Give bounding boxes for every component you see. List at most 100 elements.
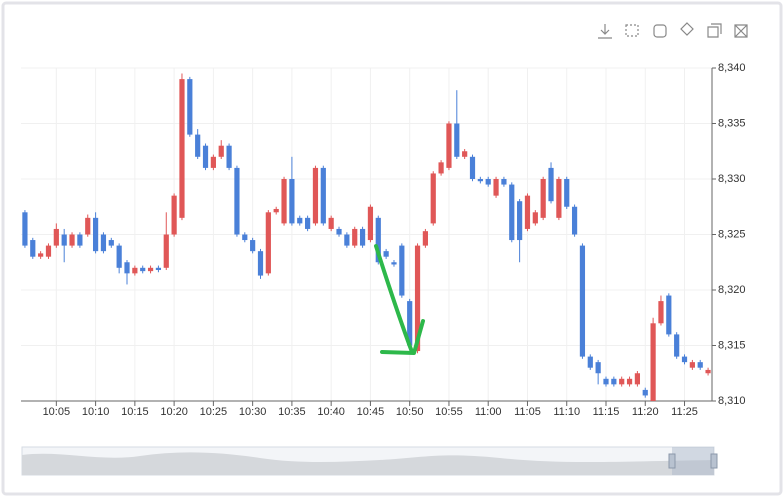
x-tick-label: 10:20 — [160, 406, 188, 418]
candle-body — [242, 234, 248, 241]
candle-body — [234, 167, 240, 235]
candle-body — [289, 179, 295, 224]
candle-body — [705, 369, 711, 374]
candle-body — [155, 267, 162, 271]
zoom-icon[interactable] — [625, 24, 639, 37]
candle-body — [619, 378, 625, 385]
x-tick-label: 11:20 — [632, 406, 659, 418]
candle-body — [462, 151, 468, 157]
x-tick-label: 10:35 — [278, 406, 306, 418]
slider-handle[interactable] — [668, 453, 676, 469]
candle-body — [38, 253, 44, 257]
view-icon[interactable] — [707, 23, 722, 38]
candle-body — [477, 179, 483, 182]
candle-body — [195, 134, 201, 157]
candle-body — [501, 179, 507, 185]
candle-body — [124, 262, 130, 274]
candle-body — [320, 167, 326, 224]
candle-body — [226, 145, 232, 168]
candle-body — [359, 228, 366, 246]
candle-body — [108, 240, 114, 246]
slider-handle[interactable] — [710, 453, 718, 469]
x-tick-label: 10:25 — [200, 406, 228, 418]
candle-body — [556, 179, 562, 218]
download-icon[interactable] — [598, 24, 612, 39]
candle-body — [85, 217, 91, 235]
candle-body — [297, 217, 303, 224]
x-tick-label: 10:55 — [435, 406, 463, 418]
candle-body — [697, 362, 703, 368]
y-tick-label: 8,340 — [718, 62, 746, 74]
x-tick-label: 11:05 — [514, 406, 541, 418]
candle-body — [45, 245, 52, 257]
candle-body — [611, 378, 617, 385]
x-tick-label: 11:25 — [671, 406, 698, 418]
x-tick-label: 10:15 — [121, 406, 149, 418]
slider-window[interactable] — [672, 447, 714, 475]
candle-body — [540, 179, 546, 218]
close-icon[interactable] — [734, 24, 748, 38]
candle-body — [305, 217, 311, 229]
candle-body — [642, 389, 648, 396]
candle-body — [250, 240, 256, 252]
y-tick-label: 8,325 — [718, 228, 746, 240]
candle-body — [603, 378, 609, 385]
y-tick-label: 8,320 — [718, 284, 746, 296]
candle-body — [493, 179, 499, 196]
candle-body — [517, 201, 523, 241]
candle-body — [689, 362, 695, 368]
candle-body — [281, 179, 287, 224]
candle-body — [328, 217, 334, 229]
toolbox — [598, 22, 748, 39]
candle-body — [666, 295, 672, 335]
candle-body — [202, 145, 209, 168]
candle-body — [147, 267, 154, 272]
candle-body — [100, 234, 107, 252]
candle-body — [571, 206, 578, 235]
x-tick-label: 11:00 — [475, 406, 502, 418]
candle-body — [367, 206, 374, 241]
candle-body — [485, 179, 491, 185]
candle-body — [132, 267, 138, 274]
x-tick-label: 10:45 — [357, 406, 385, 418]
candle-body — [53, 228, 59, 246]
candle-body — [22, 212, 28, 246]
reset-icon[interactable] — [680, 22, 694, 36]
x-tick-label: 10:30 — [239, 406, 267, 418]
candle-body — [344, 234, 350, 246]
candle-body — [163, 234, 169, 268]
candle-body — [179, 79, 185, 218]
candle-body — [532, 212, 538, 224]
candle-body — [587, 356, 593, 368]
y-tick-label: 8,310 — [718, 395, 746, 407]
candle-body — [273, 208, 279, 213]
x-tick-label: 11:10 — [553, 406, 580, 418]
x-tick-label: 10:05 — [43, 406, 71, 418]
candle-body — [210, 156, 216, 168]
candle-body — [391, 262, 397, 265]
restore-icon[interactable] — [653, 24, 667, 38]
candle-body — [265, 212, 271, 274]
candle-body — [650, 323, 656, 401]
candle-body — [579, 245, 586, 357]
x-tick-label: 10:10 — [82, 406, 110, 418]
candle-body — [524, 195, 531, 229]
candle-body — [92, 217, 99, 252]
candle-body — [336, 228, 342, 235]
candle-body — [69, 234, 75, 246]
x-tick-label: 11:15 — [593, 406, 620, 418]
candle-body — [674, 334, 680, 357]
candle-body — [681, 356, 688, 363]
candle-body — [658, 301, 664, 324]
y-tick-label: 8,315 — [718, 339, 746, 351]
candle-body — [414, 245, 421, 352]
candle-body — [312, 167, 319, 224]
candle-body — [77, 234, 83, 246]
candle-body — [218, 145, 224, 157]
candle-body — [438, 162, 444, 174]
candle-body — [399, 245, 405, 296]
candle-body — [30, 240, 36, 257]
candle-body — [383, 251, 389, 257]
candle-body — [509, 184, 515, 241]
